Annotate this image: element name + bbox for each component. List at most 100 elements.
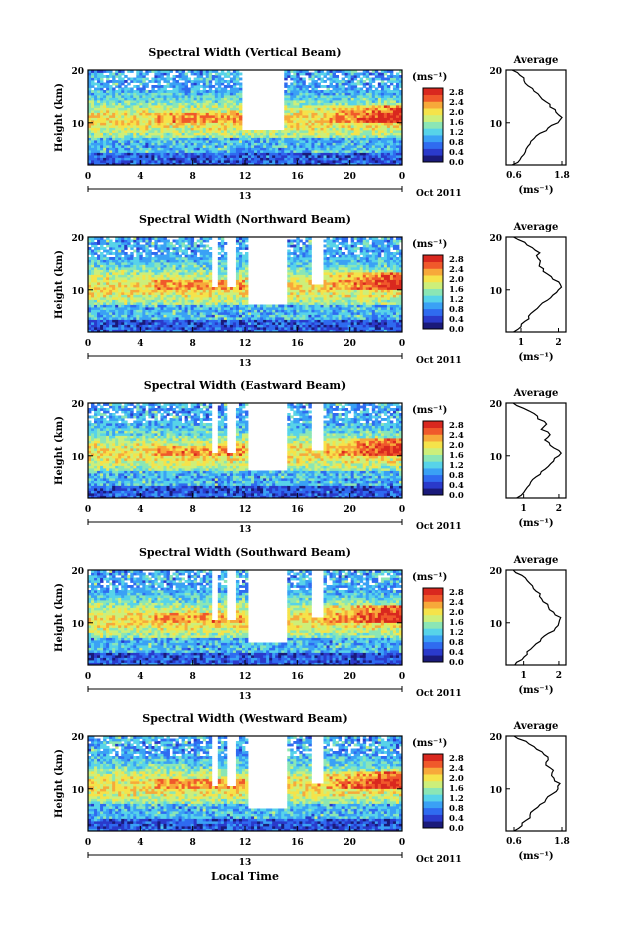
heatmap-cell — [191, 307, 194, 310]
heatmap-cell — [330, 113, 333, 116]
heatmap-cell — [327, 125, 330, 128]
heatmap-cell — [179, 282, 182, 285]
heatmap-cell — [227, 145, 230, 148]
heatmap-cell — [381, 160, 384, 163]
heatmap-cell — [142, 148, 145, 151]
heatmap-cell — [212, 78, 215, 81]
heatmap-cell — [209, 255, 212, 258]
heatmap-cell — [179, 138, 182, 141]
heatmap-cell — [203, 325, 206, 328]
heatmap-cell — [173, 315, 176, 318]
heatmap-cell — [302, 98, 305, 101]
heatmap-cell — [170, 110, 173, 113]
heatmap-cell — [248, 130, 251, 133]
heatmap-cell — [124, 290, 127, 293]
heatmap-cell — [142, 325, 145, 328]
heatmap-cell — [317, 158, 320, 161]
heatmap-cell — [142, 153, 145, 156]
heatmap-cell — [236, 90, 239, 93]
heatmap-cell — [97, 242, 100, 245]
heatmap-cell — [148, 297, 151, 300]
heatmap-cell — [130, 138, 133, 141]
heatmap-cell — [103, 242, 106, 245]
heatmap-cell — [160, 307, 163, 310]
heatmap-cell — [393, 158, 396, 161]
heatmap-cell — [218, 103, 221, 106]
heatmap-cell — [372, 143, 375, 146]
heatmap-cell — [330, 95, 333, 98]
heatmap-cell — [91, 267, 94, 270]
heatmap-cell — [118, 140, 121, 143]
heatmap-cell — [160, 100, 163, 103]
heatmap-cell — [182, 125, 185, 128]
heatmap-cell — [203, 267, 206, 270]
heatmap-cell — [369, 143, 372, 146]
heatmap-cell — [163, 262, 166, 265]
heatmap-cell — [124, 88, 127, 91]
heatmap-cell — [127, 327, 130, 330]
heatmap-cell — [245, 145, 248, 148]
heatmap-cell — [163, 88, 166, 91]
heatmap-cell — [369, 73, 372, 76]
heatmap-cell — [103, 250, 106, 253]
heatmap-cell — [284, 158, 287, 161]
heatmap-cell — [103, 98, 106, 101]
heatmap-cell — [308, 73, 311, 76]
heatmap-cell — [185, 78, 188, 81]
heatmap-cell — [115, 128, 118, 131]
heatmap-cell — [224, 135, 227, 138]
heatmap-cell — [145, 247, 148, 250]
heatmap-cell — [173, 250, 176, 253]
heatmap-cell — [148, 282, 151, 285]
heatmap-cell — [366, 95, 369, 98]
heatmap-cell — [378, 125, 381, 128]
heatmap-cell — [112, 95, 115, 98]
heatmap-cell — [157, 255, 160, 258]
heatmap-cell — [109, 108, 112, 111]
heatmap-cell — [230, 130, 233, 133]
heatmap-cell — [203, 262, 206, 265]
heatmap-cell — [185, 140, 188, 143]
heatmap-cell — [209, 307, 212, 310]
heatmap-cell — [103, 297, 106, 300]
heatmap-cell — [206, 327, 209, 330]
heatmap-cell — [305, 143, 308, 146]
heatmap-cell — [109, 280, 112, 283]
heatmap-cell — [320, 118, 323, 121]
heatmap-cell — [130, 115, 133, 118]
heatmap-cell — [197, 113, 200, 116]
heatmap-cell — [115, 260, 118, 263]
heatmap-cell — [293, 83, 296, 86]
heatmap-cell — [170, 125, 173, 128]
heatmap-cell — [170, 138, 173, 141]
heatmap-cell — [188, 100, 191, 103]
heatmap-cell — [109, 118, 112, 121]
heatmap-cell — [121, 120, 124, 123]
heatmap-cell — [94, 300, 97, 303]
heatmap-cell — [378, 83, 381, 86]
heatmap-cell — [245, 160, 248, 163]
heatmap-cell — [302, 155, 305, 158]
heatmap-cell — [378, 115, 381, 118]
heatmap-cell — [100, 275, 103, 278]
heatmap-cell — [127, 242, 130, 245]
heatmap-cell — [124, 128, 127, 131]
heatmap-cell — [145, 245, 148, 248]
heatmap-cell — [293, 90, 296, 93]
heatmap-cell — [191, 262, 194, 265]
heatmap-cell — [339, 160, 342, 163]
heatmap-cell — [194, 130, 197, 133]
heatmap-cell — [236, 153, 239, 156]
heatmap-cell — [324, 123, 327, 126]
heatmap-cell — [124, 145, 127, 148]
heatmap-cell — [100, 158, 103, 161]
heatmap-cell — [124, 150, 127, 153]
heatmap-cell — [351, 123, 354, 126]
heatmap-cell — [91, 265, 94, 268]
heatmap-cell — [197, 160, 200, 163]
heatmap-cell — [194, 265, 197, 268]
heatmap-cell — [130, 302, 133, 305]
heatmap-cell — [272, 160, 275, 163]
heatmap-cell — [100, 300, 103, 303]
heatmap-cell — [387, 138, 390, 141]
